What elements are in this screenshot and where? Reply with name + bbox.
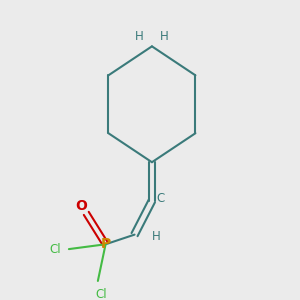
Text: P: P <box>100 237 111 251</box>
Text: H: H <box>160 30 169 43</box>
Text: Cl: Cl <box>50 243 61 256</box>
Text: O: O <box>76 199 87 213</box>
Text: H: H <box>152 230 160 243</box>
Text: Cl: Cl <box>95 288 106 300</box>
Text: C: C <box>157 192 165 206</box>
Text: H: H <box>135 30 144 43</box>
